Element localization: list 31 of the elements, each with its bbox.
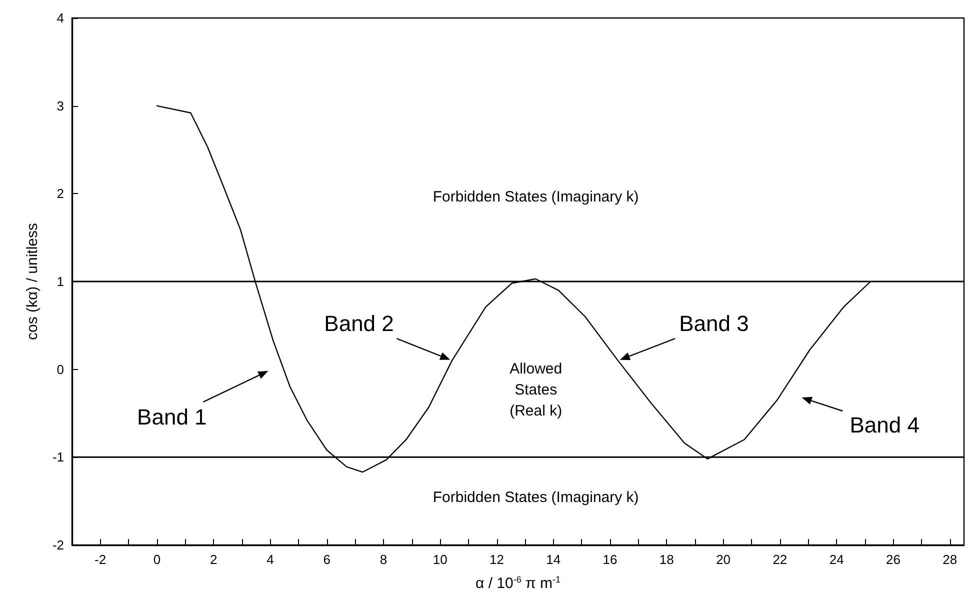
annotation: Band 3	[679, 311, 749, 336]
x-tick-label: 10	[432, 552, 448, 567]
annotation: Forbidden States (Imaginary k)	[432, 188, 639, 206]
y-tick-label: 4	[56, 10, 64, 26]
y-tick-label: 2	[56, 186, 64, 202]
x-tick-label: 14	[546, 552, 561, 567]
x-tick-label: 28	[942, 552, 958, 567]
x-tick-label: 18	[659, 552, 674, 567]
y-tick-label: 3	[56, 98, 64, 114]
x-tick-label: 26	[886, 552, 900, 567]
annotation: Band 1	[137, 404, 207, 430]
x-tick-label: 8	[380, 552, 388, 567]
x-tick-label: 24	[829, 552, 844, 567]
x-tick-label: 16	[602, 552, 618, 567]
annotation: Band 4	[850, 412, 920, 438]
x-tick-label: -2	[94, 552, 106, 567]
y-tick-label: -2	[52, 538, 64, 552]
annotation: Band 2	[324, 311, 394, 336]
x-tick-label: 20	[716, 552, 731, 567]
x-tick-label: 0	[153, 552, 161, 567]
annotation: Forbidden States (Imaginary k)	[432, 489, 639, 506]
y-axis-title: cos (kα) / unitless	[24, 222, 41, 340]
y-tick-label: 1	[56, 274, 64, 289]
y-tick-label: 0	[56, 362, 64, 377]
annotation: Allowed States (Real k)	[510, 360, 562, 420]
x-tick-label: 22	[772, 552, 788, 567]
x-tick-label: 12	[490, 552, 504, 567]
x-tick-label: 4	[266, 552, 274, 567]
x-tick-label: 6	[323, 552, 330, 567]
x-tick-label: 2	[210, 552, 218, 567]
y-tick-label: -1	[52, 450, 64, 465]
